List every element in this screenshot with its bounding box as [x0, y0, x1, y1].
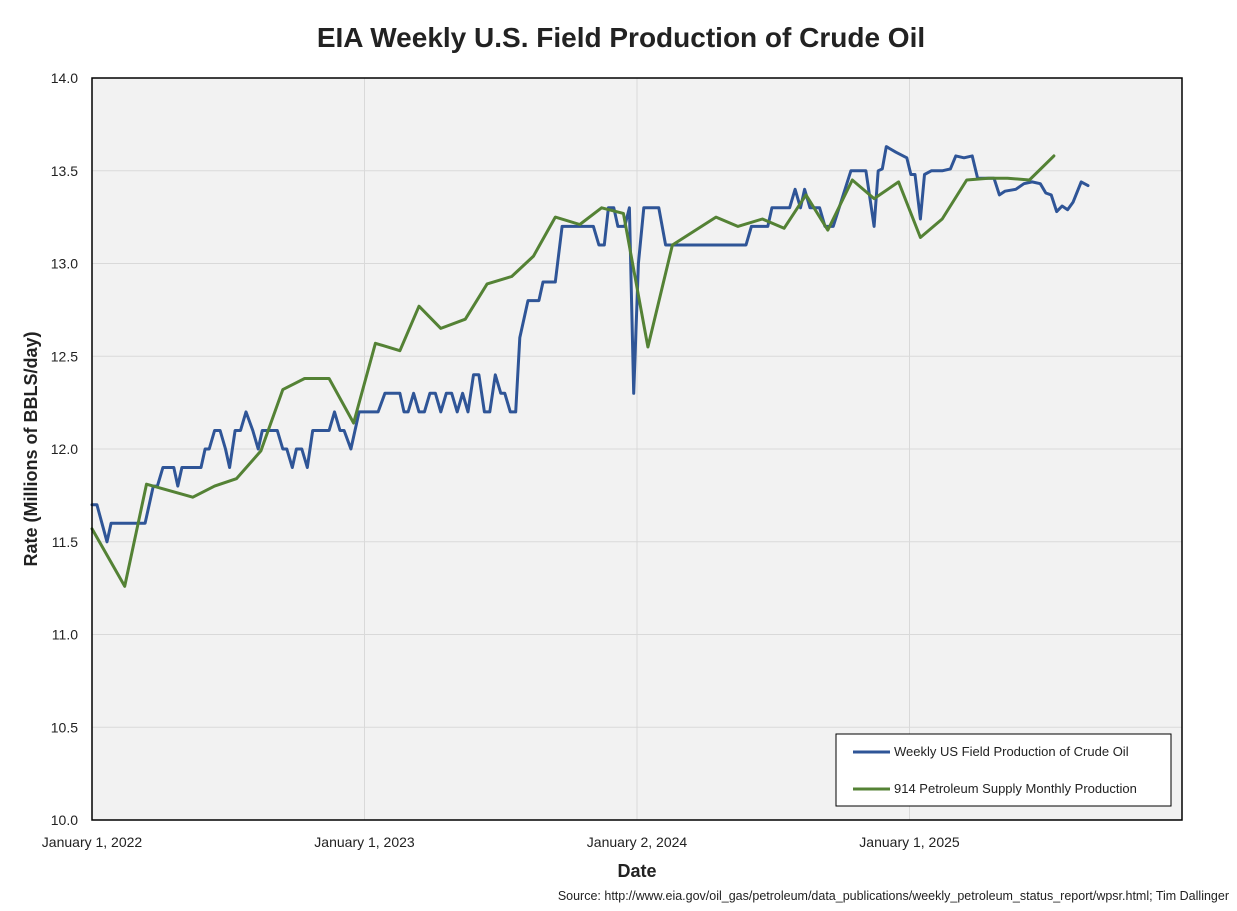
series-line-monthly — [90, 154, 1056, 588]
y-tick-label: 12.5 — [51, 348, 78, 364]
y-tick-label: 13.0 — [51, 256, 78, 272]
y-tick-label: 13.5 — [51, 163, 78, 179]
series-lines — [90, 145, 1090, 588]
legend: Weekly US Field Production of Crude Oil … — [835, 733, 1172, 807]
x-tick-label: January 1, 2022 — [42, 834, 143, 850]
x-tick-label: January 2, 2024 — [587, 834, 688, 850]
x-tick-label: January 1, 2025 — [859, 834, 960, 850]
legend-label-weekly: Weekly US Field Production of Crude Oil — [894, 744, 1129, 759]
y-tick-label: 10.5 — [51, 719, 78, 735]
series-line-weekly — [90, 145, 1090, 544]
y-tick-label: 14.0 — [51, 70, 78, 86]
x-tick-label: January 1, 2023 — [314, 834, 415, 850]
legend-label-monthly: 914 Petroleum Supply Monthly Production — [894, 781, 1137, 796]
legend-box — [835, 733, 1172, 807]
y-tick-label: 12.0 — [51, 441, 78, 457]
y-tick-label: 10.0 — [51, 812, 78, 828]
x-axis-label: Date — [617, 861, 656, 881]
y-axis-label: Rate (Millions of BBLS/day) — [21, 331, 41, 566]
x-axis-ticks: January 1, 2022 January 1, 2023 January 2,… — [42, 834, 960, 850]
source-note: Source: http://www.eia.gov/oil_gas/petro… — [558, 889, 1229, 903]
y-tick-label: 11.5 — [52, 534, 78, 550]
plot-border — [91, 77, 1183, 821]
chart-title: EIA Weekly U.S. Field Production of Crud… — [317, 22, 925, 53]
y-tick-label: 11.0 — [52, 627, 78, 643]
gridlines — [92, 78, 1182, 820]
y-axis-ticks: 10.0 10.5 11.0 11.5 12.0 12.5 13.0 13.5 14.0 — [51, 70, 78, 828]
